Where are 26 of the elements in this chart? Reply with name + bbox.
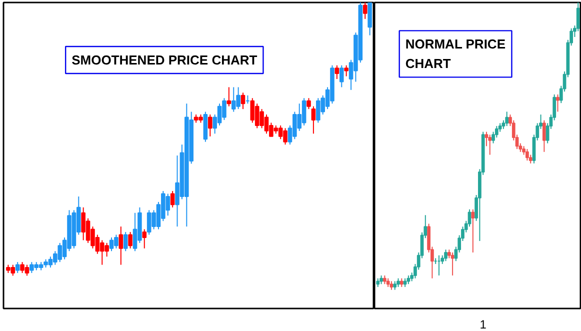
- candlestick: [334, 64, 340, 80]
- candlestick: [123, 232, 128, 252]
- candlestick: [142, 228, 147, 249]
- candlestick: [471, 208, 475, 253]
- candlestick: [344, 64, 348, 77]
- candlestick: [118, 226, 124, 266]
- candlestick: [240, 92, 246, 110]
- candlestick: [311, 106, 316, 134]
- candlestick: [488, 134, 492, 156]
- candlestick: [170, 190, 175, 208]
- candlestick: [505, 111, 509, 127]
- candlestick: [444, 249, 448, 262]
- candlestick: [556, 94, 560, 112]
- candlestick: [208, 114, 212, 137]
- candlestick: [542, 120, 546, 152]
- candlestick: [226, 86, 232, 107]
- x-tick-label: 1: [480, 318, 487, 331]
- candlestick: [128, 232, 132, 249]
- text: SMOOTHENED PRICE CHART: [72, 52, 258, 68]
- candlestick: [339, 64, 344, 88]
- candlestick: [15, 262, 20, 274]
- candlestick: [526, 148, 529, 162]
- text: NORMAL PRICE CHART: [405, 36, 506, 72]
- candlestick: [306, 98, 311, 110]
- candlestick: [250, 98, 255, 124]
- candlestick: [362, 2, 368, 20]
